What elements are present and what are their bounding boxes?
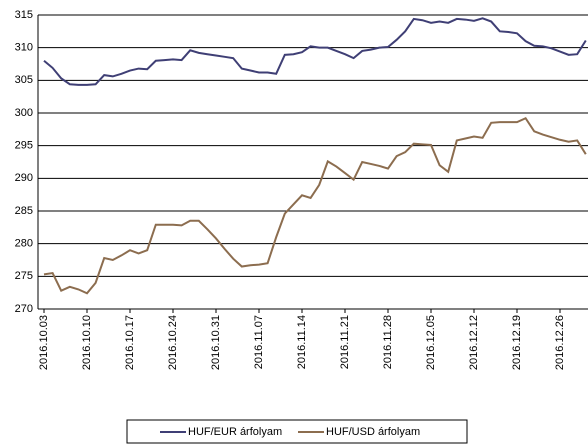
x-tick-label: 2016.10.24: [167, 315, 179, 370]
x-tick-label: 2016.11.21: [339, 315, 351, 369]
y-tick-label: 295: [15, 140, 33, 152]
x-tick-label: 2016.10.31: [210, 315, 222, 370]
y-tick-label: 270: [15, 303, 33, 315]
x-tick-label: 2016.12.26: [554, 315, 566, 370]
y-tick-label: 315: [15, 9, 33, 21]
x-tick-label: 2016.10.10: [81, 315, 93, 370]
y-tick-label: 285: [15, 205, 33, 217]
y-tick-label: 280: [15, 238, 33, 250]
legend-label: HUF/EUR árfolyam: [188, 426, 282, 438]
y-tick-label: 290: [15, 172, 33, 184]
data-line: [43, 116, 587, 295]
data-line: [43, 17, 587, 86]
x-tick-label: 2016.11.07: [253, 315, 265, 369]
x-tick-label: 2016.11.28: [382, 315, 394, 369]
x-tick-label: 2016.10.17: [124, 315, 136, 370]
x-tick-label: 2016.12.05: [425, 315, 437, 370]
legend-box: [126, 419, 468, 444]
x-tick-label: 2016.10.03: [38, 315, 50, 370]
legend: HUF/EUR árfolyam HUF/USD árfolyam: [126, 419, 468, 444]
y-tick-label: 310: [15, 42, 33, 54]
y-tick-label: 275: [15, 270, 33, 282]
x-tick-label: 2016.12.19: [511, 315, 523, 370]
x-tick-label: 2016.11.14: [296, 315, 308, 369]
legend-label: HUF/USD árfolyam: [326, 426, 420, 438]
y-tick-label: 300: [15, 107, 33, 119]
x-tick-label: 2016.12.12: [468, 315, 480, 370]
y-tick-label: 305: [15, 74, 33, 86]
